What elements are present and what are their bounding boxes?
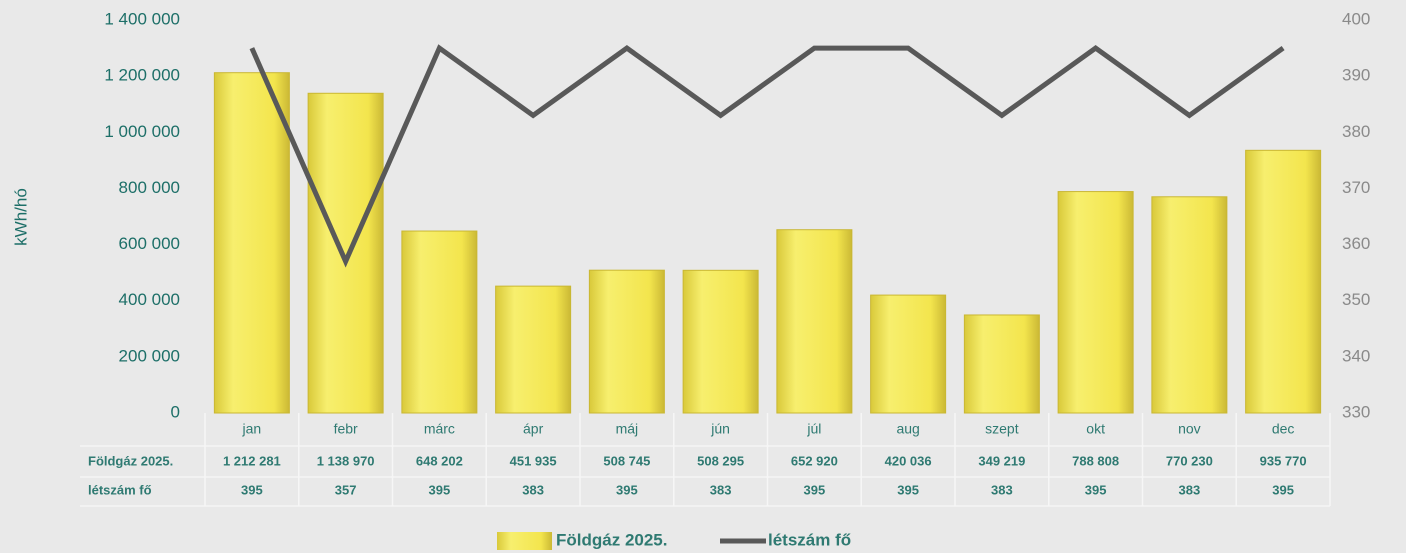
y-tick-label: 800 000	[119, 178, 180, 197]
table-value: 395	[804, 482, 826, 497]
table-value: 1 212 281	[223, 453, 281, 468]
bar	[1245, 149, 1322, 414]
y2-tick-label: 390	[1342, 66, 1370, 85]
x-tick-label: okt	[1086, 421, 1105, 437]
x-tick-label: ápr	[523, 421, 544, 437]
y-tick-label: 0	[171, 402, 180, 421]
table-value: 383	[991, 482, 1013, 497]
legend-label: létszám fő	[768, 530, 851, 549]
y-tick-label: 200 000	[119, 346, 180, 365]
x-tick-label: júl	[806, 421, 821, 437]
bar	[870, 294, 947, 414]
legend-label: Földgáz 2025.	[556, 530, 667, 549]
bar	[495, 285, 572, 414]
table-value: 770 230	[1166, 453, 1213, 468]
x-tick-label: dec	[1272, 421, 1295, 437]
bar	[776, 229, 853, 414]
bar	[588, 269, 665, 414]
table-value: 395	[897, 482, 919, 497]
y2-tick-label: 370	[1342, 178, 1370, 197]
x-tick-label: márc	[424, 421, 455, 437]
y-tick-label: 1 000 000	[104, 122, 180, 141]
y2-tick-label: 360	[1342, 234, 1370, 253]
table-value: 652 920	[791, 453, 838, 468]
table-value: 395	[616, 482, 638, 497]
bar	[1057, 191, 1134, 414]
y2-tick-label: 380	[1342, 122, 1370, 141]
y2-tick-label: 350	[1342, 290, 1370, 309]
x-tick-label: aug	[896, 421, 919, 437]
table-value: 395	[241, 482, 263, 497]
bar	[213, 72, 290, 414]
bar	[682, 269, 759, 414]
y-tick-label: 1 400 000	[104, 9, 180, 28]
table-row-label: Földgáz 2025.	[88, 453, 173, 468]
y2-tick-label: 340	[1342, 346, 1370, 365]
line	[249, 44, 1285, 268]
table-value: 788 808	[1072, 453, 1119, 468]
bar	[401, 230, 478, 414]
table-value: 383	[522, 482, 544, 497]
table-row-label: létszám fő	[88, 482, 152, 497]
x-tick-label: febr	[334, 421, 358, 437]
table-value: 395	[1272, 482, 1294, 497]
x-tick-label: nov	[1178, 421, 1201, 437]
y2-tick-label: 330	[1342, 402, 1370, 421]
table-value: 1 138 970	[317, 453, 375, 468]
y-axis-label: kWh/hó	[11, 188, 30, 246]
table-value: 648 202	[416, 453, 463, 468]
table-value: 935 770	[1260, 453, 1307, 468]
y-tick-label: 1 200 000	[104, 66, 180, 85]
table-value: 420 036	[885, 453, 932, 468]
y-tick-label: 600 000	[119, 234, 180, 253]
table-value: 395	[1085, 482, 1107, 497]
table-value: 395	[429, 482, 451, 497]
y-tick-label: 400 000	[119, 290, 180, 309]
x-tick-label: jan	[242, 421, 262, 437]
x-tick-label: szept	[985, 421, 1019, 437]
bar	[963, 314, 1040, 414]
table-value: 508 295	[697, 453, 744, 468]
table-value: 508 745	[603, 453, 650, 468]
table-value: 383	[710, 482, 732, 497]
bar	[1151, 196, 1228, 414]
table-value: 357	[335, 482, 357, 497]
x-tick-label: máj	[616, 421, 639, 437]
table-value: 349 219	[978, 453, 1025, 468]
y2-tick-label: 400	[1342, 9, 1370, 28]
table-value: 383	[1179, 482, 1201, 497]
legend-swatch	[497, 532, 552, 550]
x-tick-label: jún	[710, 421, 730, 437]
bar	[307, 92, 384, 414]
table-value: 451 935	[510, 453, 557, 468]
